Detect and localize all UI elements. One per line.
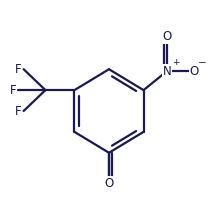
Text: O: O: [104, 177, 114, 190]
Text: N: N: [163, 65, 172, 77]
Text: F: F: [10, 84, 16, 97]
Text: F: F: [15, 105, 22, 117]
Text: O: O: [190, 65, 199, 77]
Text: F: F: [15, 63, 22, 76]
Text: −: −: [198, 58, 207, 68]
Text: O: O: [162, 30, 172, 43]
Text: +: +: [172, 58, 180, 67]
